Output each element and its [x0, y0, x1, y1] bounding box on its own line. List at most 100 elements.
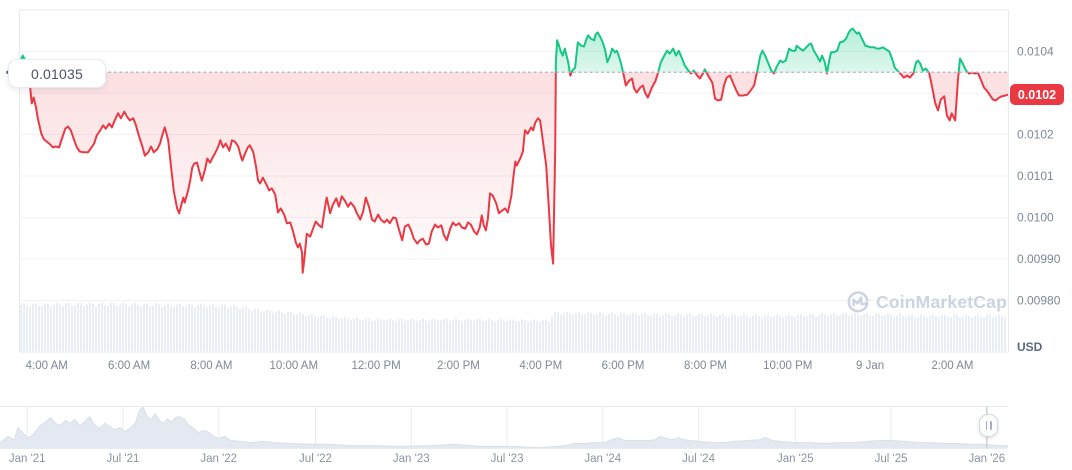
- volume-bar: [404, 320, 406, 351]
- volume-bar: [455, 318, 457, 351]
- volume-bar: [872, 315, 874, 351]
- volume-bar: [221, 304, 223, 351]
- volume-bar: [749, 317, 751, 351]
- volume-bar: [581, 314, 583, 351]
- volume-bar: [689, 313, 691, 351]
- volume-bar: [314, 315, 316, 351]
- volume-bar: [47, 303, 49, 351]
- volume-bar: [245, 306, 247, 351]
- volume-bar: [101, 302, 103, 351]
- volume-bar: [971, 317, 973, 351]
- volume-bar: [500, 318, 502, 351]
- volume-bar: [686, 314, 688, 351]
- navigator-area[interactable]: [0, 407, 1008, 449]
- volume-bar: [62, 306, 64, 351]
- volume-bar: [275, 311, 277, 351]
- navigator-date-label: Jan '23: [393, 453, 430, 465]
- volume-bar: [905, 316, 907, 351]
- volume-bar: [632, 312, 634, 351]
- volume-bar: [161, 306, 163, 351]
- volume-bar: [176, 304, 178, 351]
- volume-bar: [545, 319, 547, 351]
- volume-bar: [569, 313, 571, 351]
- volume-bar: [557, 312, 559, 351]
- volume-bar: [389, 318, 391, 351]
- volume-bar: [26, 305, 28, 351]
- navigator-handle[interactable]: [979, 414, 998, 437]
- volume-bar: [701, 314, 703, 351]
- navigator-date-label: Jul '24: [682, 453, 715, 465]
- volume-bar: [281, 312, 283, 351]
- volume-bar: [257, 308, 259, 351]
- volume-bar: [395, 320, 397, 351]
- volume-bar: [155, 303, 157, 351]
- volume-bar: [116, 305, 118, 351]
- volume-bar: [662, 315, 664, 351]
- volume-bar: [830, 314, 832, 351]
- x-axis-label: 12:00 PM: [351, 360, 400, 372]
- volume-bar: [680, 314, 682, 351]
- volume-bar: [428, 320, 430, 351]
- volume-bar: [212, 303, 214, 351]
- volume-bar: [893, 316, 895, 351]
- volume-bar: [419, 319, 421, 351]
- volume-bar: [308, 315, 310, 351]
- volume-bar: [92, 303, 94, 351]
- volume-bar: [158, 304, 160, 351]
- volume-bar: [674, 314, 676, 351]
- navigator-date-label: Jan '26: [968, 453, 1005, 465]
- volume-bar: [236, 306, 238, 351]
- volume-bar: [296, 314, 298, 351]
- volume-bar: [77, 302, 79, 351]
- volume-bar: [521, 319, 523, 351]
- volume-bar: [137, 305, 139, 351]
- volume-bar: [167, 303, 169, 351]
- volume-bar: [593, 314, 595, 351]
- volume-bar: [578, 312, 580, 351]
- volume-bar: [650, 315, 652, 351]
- volume-bar: [866, 313, 868, 351]
- volume-bar: [695, 315, 697, 351]
- volume-bar: [359, 319, 361, 351]
- volume-bar: [425, 320, 427, 351]
- volume-bar: [41, 305, 43, 351]
- volume-bar: [86, 304, 88, 351]
- volume-bar: [761, 316, 763, 351]
- volume-bar: [110, 302, 112, 351]
- volume-bar: [755, 314, 757, 351]
- watermark-text: CoinMarketCap: [876, 291, 1007, 312]
- volume-bar: [203, 305, 205, 351]
- navigator-date-label: Jul '25: [875, 453, 908, 465]
- volume-bar: [623, 313, 625, 351]
- navigator-area-edge: [0, 406, 1008, 449]
- volume-bar: [692, 315, 694, 351]
- volume-bar: [542, 320, 544, 351]
- volume-bar: [785, 315, 787, 351]
- volume-bar: [548, 321, 550, 351]
- volume-bar: [215, 306, 217, 351]
- volume-bar: [287, 312, 289, 351]
- volume-bar: [929, 316, 931, 351]
- volume-bar: [122, 302, 124, 351]
- volume-bar: [620, 313, 622, 351]
- volume-bar: [608, 313, 610, 351]
- volume-bar: [422, 318, 424, 351]
- price-line-up: [19, 27, 979, 73]
- volume-bar: [875, 313, 877, 351]
- volume-bar: [233, 304, 235, 351]
- volume-bar: [80, 303, 82, 351]
- volume-bar: [350, 319, 352, 351]
- volume-bar: [698, 313, 700, 351]
- volume-bar: [734, 314, 736, 351]
- volume-bar: [170, 305, 172, 351]
- volume-bar: [1001, 315, 1003, 351]
- y-axis-label: 0.0104: [1017, 45, 1054, 59]
- volume-bar: [32, 303, 34, 351]
- volume-bar: [119, 305, 121, 351]
- volume-bar: [263, 311, 265, 351]
- volume-bar: [818, 315, 820, 351]
- volume-bar: [560, 314, 562, 351]
- volume-bar: [377, 318, 379, 351]
- volume-bar: [740, 316, 742, 351]
